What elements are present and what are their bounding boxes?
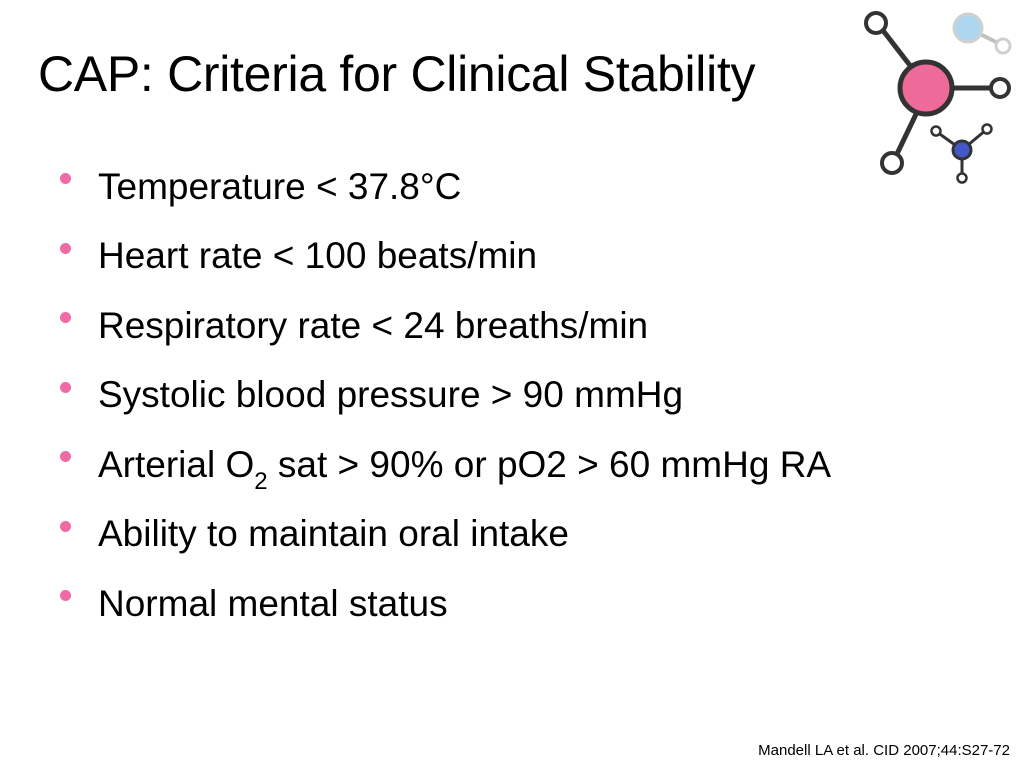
bullet-icon (60, 242, 71, 254)
list-item: Respiratory rate < 24 breaths/min (60, 291, 831, 361)
bullet-icon (60, 312, 71, 324)
molecule-icon (864, 11, 1012, 184)
bullet-text-before: Arterial O (98, 443, 255, 485)
bullet-icon (60, 173, 71, 185)
faded-node-group (952, 12, 1012, 55)
criteria-list: Temperature < 37.8°C Heart rate < 100 be… (60, 152, 831, 639)
bullet-icon (60, 451, 71, 463)
citation: Mandell LA et al. CID 2007;44:S27-72 (758, 742, 1010, 759)
blue-node (951, 139, 973, 161)
main-node (897, 59, 955, 117)
bullet-text-after: sat > 90% or pO2 > 60 mmHg RA (267, 443, 832, 485)
bullet-text: Arterial O2 sat > 90% or pO2 > 60 mmHg R… (98, 443, 832, 495)
bullet-icon (60, 520, 71, 532)
bullet-text: Respiratory rate < 24 breaths/min (98, 304, 649, 346)
list-item: Normal mental status (60, 569, 831, 639)
list-item: Ability to maintain oral intake (60, 500, 831, 570)
list-item: Heart rate < 100 beats/min (60, 222, 831, 292)
bullet-icon (60, 590, 71, 602)
list-item: Temperature < 37.8°C (60, 152, 831, 222)
list-item: Arterial O2 sat > 90% or pO2 > 60 mmHg R… (60, 430, 831, 500)
subscript: 2 (254, 467, 268, 495)
bullet-text: Ability to maintain oral intake (98, 513, 569, 555)
bullet-text: Systolic blood pressure > 90 mmHg (98, 374, 684, 416)
list-item: Systolic blood pressure > 90 mmHg (60, 361, 831, 431)
slide-title: CAP: Criteria for Clinical Stability (38, 46, 756, 102)
bullet-text: Normal mental status (98, 582, 448, 624)
bullet-text: Heart rate < 100 beats/min (98, 235, 538, 277)
bullet-icon (60, 381, 71, 393)
bullet-text: Temperature < 37.8°C (98, 165, 462, 207)
